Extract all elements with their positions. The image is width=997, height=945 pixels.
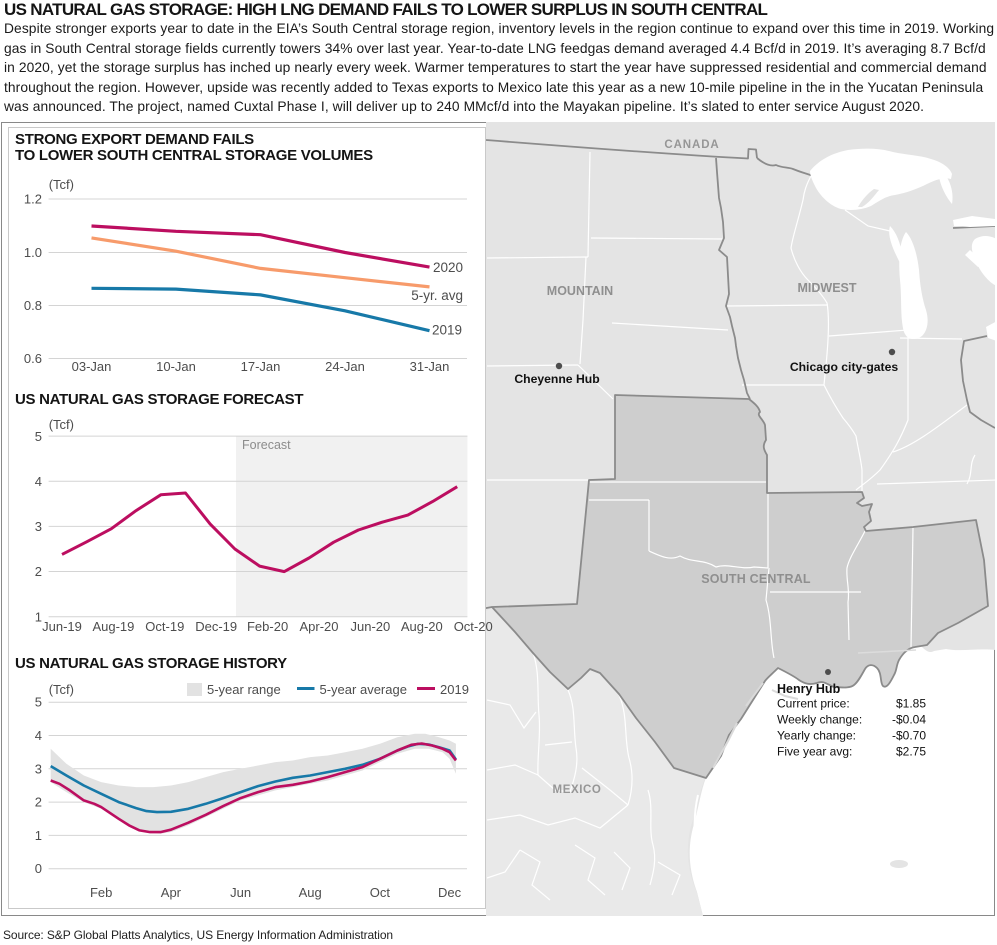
svg-text:4: 4 [35,474,42,489]
svg-text:2019: 2019 [440,682,469,697]
svg-text:$1.85: $1.85 [896,697,926,711]
svg-text:Feb: Feb [90,885,112,900]
svg-text:SOUTH CENTRAL: SOUTH CENTRAL [701,572,811,586]
svg-text:(Tcf): (Tcf) [49,177,74,192]
svg-text:5-yr. avg: 5-yr. avg [411,288,463,303]
svg-text:5: 5 [35,695,42,710]
svg-text:2019: 2019 [432,323,462,338]
svg-text:3: 3 [35,519,42,534]
svg-text:Dec-19: Dec-19 [195,619,237,634]
svg-text:1.0: 1.0 [24,245,42,260]
svg-text:CANADA: CANADA [664,139,719,151]
svg-text:5: 5 [35,429,42,444]
svg-text:17-Jan: 17-Jan [241,359,281,374]
svg-text:2: 2 [35,795,42,810]
svg-text:1: 1 [35,610,42,625]
svg-text:MIDWEST: MIDWEST [797,281,856,295]
svg-text:24-Jan: 24-Jan [325,359,365,374]
svg-text:0: 0 [35,861,42,876]
svg-text:03-Jan: 03-Jan [72,359,112,374]
svg-text:MEXICO: MEXICO [553,784,602,796]
svg-text:Five year avg:: Five year avg: [777,745,852,759]
svg-text:5-year average: 5-year average [320,682,407,697]
svg-text:-$0.70: -$0.70 [892,729,926,743]
svg-text:5-year range: 5-year range [207,682,281,697]
svg-text:1.2: 1.2 [24,192,42,207]
svg-text:Apr: Apr [161,885,182,900]
svg-text:Yearly change:: Yearly change: [777,729,856,743]
svg-text:Aug: Aug [299,885,322,900]
svg-text:$2.75: $2.75 [896,745,926,759]
svg-text:Current price:: Current price: [777,697,850,711]
svg-text:Aug-19: Aug-19 [92,619,134,634]
svg-text:0.6: 0.6 [24,351,42,366]
svg-text:1: 1 [35,828,42,843]
svg-text:2: 2 [35,564,42,579]
svg-text:(Tcf): (Tcf) [49,417,74,432]
svg-text:4: 4 [35,728,42,743]
svg-text:MOUNTAIN: MOUNTAIN [547,284,613,298]
svg-text:Jun-20: Jun-20 [351,619,391,634]
svg-text:Dec: Dec [438,885,462,900]
svg-text:Forecast: Forecast [242,438,291,452]
svg-text:(Tcf): (Tcf) [49,682,74,697]
svg-text:0.8: 0.8 [24,298,42,313]
svg-text:Feb-20: Feb-20 [247,619,288,634]
svg-text:Jun: Jun [230,885,251,900]
svg-text:Oct: Oct [370,885,391,900]
svg-text:Henry Hub: Henry Hub [777,682,841,696]
svg-text:Aug-20: Aug-20 [401,619,443,634]
svg-text:31-Jan: 31-Jan [410,359,450,374]
svg-text:Oct-19: Oct-19 [145,619,184,634]
svg-text:2020: 2020 [433,260,463,275]
svg-text:Apr-20: Apr-20 [299,619,338,634]
svg-text:Cheyenne Hub: Cheyenne Hub [514,372,599,386]
svg-text:3: 3 [35,761,42,776]
svg-text:Chicago city-gates: Chicago city-gates [790,360,899,374]
svg-text:10-Jan: 10-Jan [156,359,196,374]
svg-text:Weekly change:: Weekly change: [777,713,862,727]
svg-text:-$0.04: -$0.04 [892,713,926,727]
svg-text:Jun-19: Jun-19 [42,619,82,634]
svg-text:Oct-20: Oct-20 [454,619,493,634]
